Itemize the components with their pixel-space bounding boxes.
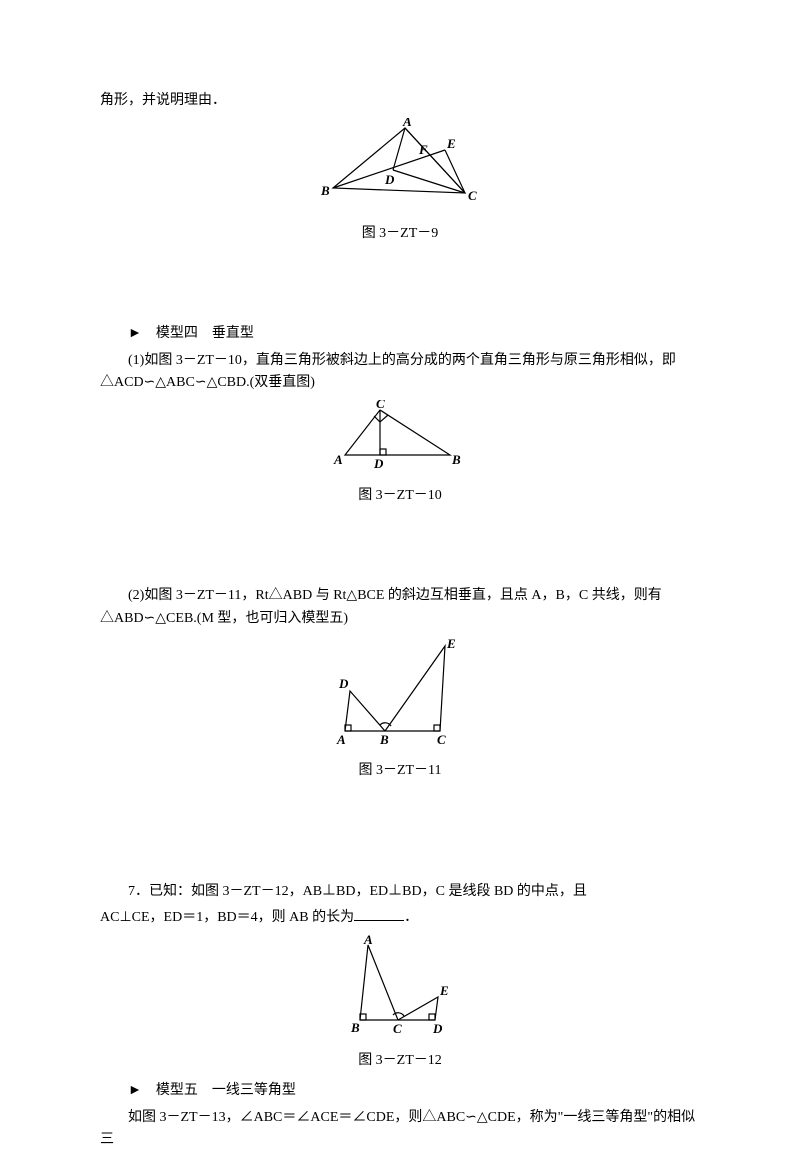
fig10-caption: 图 3－ZT－10 [100, 485, 700, 507]
figure-10: A B C D [100, 400, 700, 478]
intro-line: 角形，并说明理由． [100, 90, 700, 112]
q7-line1: 7．已知：如图 3－ZT－12，AB⊥BD，ED⊥BD，C 是线段 BD 的中点… [100, 881, 700, 903]
fig11-caption: 图 3－ZT－11 [100, 760, 700, 782]
fig12-label-B: B [350, 1020, 360, 1035]
fig12-label-D: D [432, 1021, 443, 1035]
fig10-label-D: D [373, 456, 384, 470]
fig11-label-C: C [437, 732, 446, 746]
figure-11: A B C D E [100, 636, 700, 754]
fig9-svg: A B C D E F [315, 118, 485, 208]
fig12-label-E: E [439, 983, 449, 998]
q7-line2-wrap: AC⊥CE，ED＝1，BD＝4，则 AB 的长为 ． [100, 907, 700, 929]
q7-blank [354, 907, 404, 921]
figure-12: A B C D E [100, 935, 700, 1043]
model4-p2: (2)如图 3－ZT－11，Rt△ABD 与 Rt△BCE 的斜边互相垂直，且点… [100, 585, 700, 630]
fig12-svg: A B C D E [340, 935, 460, 1035]
fig9-label-C: C [468, 188, 477, 203]
model5-header: ► 模型五 一线三等角型 [100, 1080, 700, 1102]
fig10-label-A: A [333, 452, 343, 467]
fig12-label-C: C [393, 1021, 402, 1035]
fig12-caption: 图 3－ZT－12 [100, 1050, 700, 1072]
model4-p1: (1)如图 3－ZT－10，直角三角形被斜边上的高分成的两个直角三角形与原三角形… [100, 350, 700, 395]
q7-line2-text: AC⊥CE，ED＝1，BD＝4，则 AB 的长为 [100, 910, 354, 925]
fig12-label-A: A [363, 935, 373, 947]
fig9-label-D: D [384, 172, 395, 187]
fig11-label-B: B [379, 732, 389, 746]
figure-9: A B C D E F [100, 118, 700, 216]
fig10-svg: A B C D [330, 400, 470, 470]
fig9-caption: 图 3－ZT－9 [100, 223, 700, 245]
fig9-label-B: B [320, 183, 330, 198]
fig9-label-A: A [402, 118, 412, 129]
fig11-label-D: D [338, 676, 349, 691]
fig11-label-A: A [336, 732, 346, 746]
model5-p1: 如图 3－ZT－13，∠ABC＝∠ACE＝∠CDE，则△ABC∽△CDE，称为"… [100, 1107, 700, 1151]
fig10-label-B: B [451, 452, 461, 467]
fig11-label-E: E [446, 636, 456, 651]
q7-line2-end: ． [404, 910, 418, 925]
fig9-label-F: F [418, 142, 428, 157]
model4-header: ► 模型四 垂直型 [100, 323, 700, 345]
fig10-label-C: C [376, 400, 385, 411]
fig9-label-E: E [446, 136, 456, 151]
fig11-svg: A B C D E [325, 636, 475, 746]
